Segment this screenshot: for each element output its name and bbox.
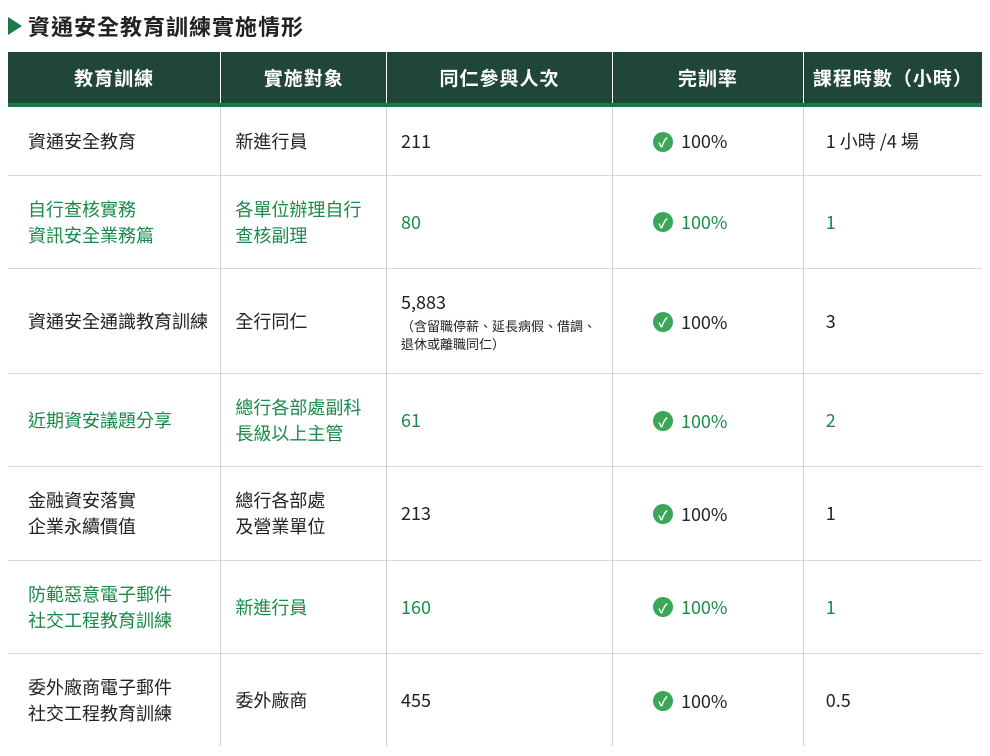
rate-value: 100%: [681, 309, 728, 335]
cell-rate: 100%: [612, 467, 803, 560]
header-rate: 完訓率: [612, 52, 803, 103]
training-table: 教育訓練 實施對象 同仁參與人次 完訓率 課程時數（小時） 資通安全教育新進行員…: [8, 52, 982, 746]
header-target: 實施對象: [221, 52, 387, 103]
cell-hours: 1: [803, 467, 982, 560]
cell-hours: 0.5: [803, 653, 982, 746]
cell-target: 委外廠商: [221, 653, 387, 746]
title-text: 資通安全教育訓練實施情形: [28, 10, 304, 42]
cell-rate: 100%: [612, 175, 803, 268]
cell-training: 資通安全教育: [8, 107, 221, 175]
table-row: 近期資安議題分享總行各部處副科長級以上主管 61 100% 2: [8, 374, 982, 467]
rate-value: 100%: [681, 209, 728, 235]
check-icon: [653, 411, 673, 431]
cell-target: 新進行員: [221, 107, 387, 175]
cell-training: 金融資安落實企業永續價值: [8, 467, 221, 560]
table-header-row: 教育訓練 實施對象 同仁參與人次 完訓率 課程時數（小時）: [8, 52, 982, 103]
count-note: （含留職停薪、延長病假、借調、退休或離職同仁）: [401, 317, 600, 353]
cell-count: 455: [387, 653, 613, 746]
count-value: 455: [401, 687, 431, 713]
table-row: 金融資安落實企業永續價值總行各部處及營業單位 213 100% 1: [8, 467, 982, 560]
section-title: 資通安全教育訓練實施情形: [8, 10, 982, 42]
check-icon: [653, 212, 673, 232]
cell-hours: 3: [803, 268, 982, 373]
cell-rate: 100%: [612, 560, 803, 653]
cell-count: 160: [387, 560, 613, 653]
cell-hours: 1 小時 /4 場: [803, 107, 982, 175]
cell-training: 資通安全通識教育訓練: [8, 268, 221, 373]
cell-training: 近期資安議題分享: [8, 374, 221, 467]
table-row: 自行查核實務資訊安全業務篇各單位辦理自行查核副理 80 100% 1: [8, 175, 982, 268]
rate-value: 100%: [681, 501, 728, 527]
count-value: 5,883: [401, 289, 446, 315]
cell-target: 新進行員: [221, 560, 387, 653]
table-row: 資通安全通識教育訓練全行同仁5,883（含留職停薪、延長病假、借調、退休或離職同…: [8, 268, 982, 373]
cell-target: 總行各部處及營業單位: [221, 467, 387, 560]
cell-training: 委外廠商電子郵件社交工程教育訓練: [8, 653, 221, 746]
cell-count: 80: [387, 175, 613, 268]
rate-value: 100%: [681, 688, 728, 714]
check-icon: [653, 691, 673, 711]
cell-count: 61: [387, 374, 613, 467]
cell-count: 211: [387, 107, 613, 175]
count-value: 61: [401, 407, 421, 433]
count-value: 80: [401, 209, 421, 235]
cell-rate: 100%: [612, 268, 803, 373]
cell-hours: 1: [803, 175, 982, 268]
table-row: 委外廠商電子郵件社交工程教育訓練委外廠商 455 100% 0.5: [8, 653, 982, 746]
cell-hours: 2: [803, 374, 982, 467]
cell-rate: 100%: [612, 653, 803, 746]
cell-count: 213: [387, 467, 613, 560]
rate-value: 100%: [681, 594, 728, 620]
check-icon: [653, 504, 673, 524]
cell-training: 自行查核實務資訊安全業務篇: [8, 175, 221, 268]
cell-training: 防範惡意電子郵件社交工程教育訓練: [8, 560, 221, 653]
count-value: 160: [401, 594, 431, 620]
check-icon: [653, 597, 673, 617]
check-icon: [653, 312, 673, 332]
rate-value: 100%: [681, 128, 728, 154]
title-arrow-icon: [8, 17, 22, 35]
cell-target: 全行同仁: [221, 268, 387, 373]
header-count: 同仁參與人次: [387, 52, 613, 103]
cell-target: 總行各部處副科長級以上主管: [221, 374, 387, 467]
table-row: 防範惡意電子郵件社交工程教育訓練新進行員 160 100% 1: [8, 560, 982, 653]
count-value: 211: [401, 128, 431, 154]
header-hours: 課程時數（小時）: [803, 52, 982, 103]
header-training: 教育訓練: [8, 52, 221, 103]
rate-value: 100%: [681, 408, 728, 434]
cell-count: 5,883（含留職停薪、延長病假、借調、退休或離職同仁）: [387, 268, 613, 373]
cell-hours: 1: [803, 560, 982, 653]
count-value: 213: [401, 500, 431, 526]
cell-rate: 100%: [612, 107, 803, 175]
cell-rate: 100%: [612, 374, 803, 467]
cell-target: 各單位辦理自行查核副理: [221, 175, 387, 268]
table-row: 資通安全教育新進行員 211 100% 1 小時 /4 場: [8, 107, 982, 175]
check-icon: [653, 132, 673, 152]
